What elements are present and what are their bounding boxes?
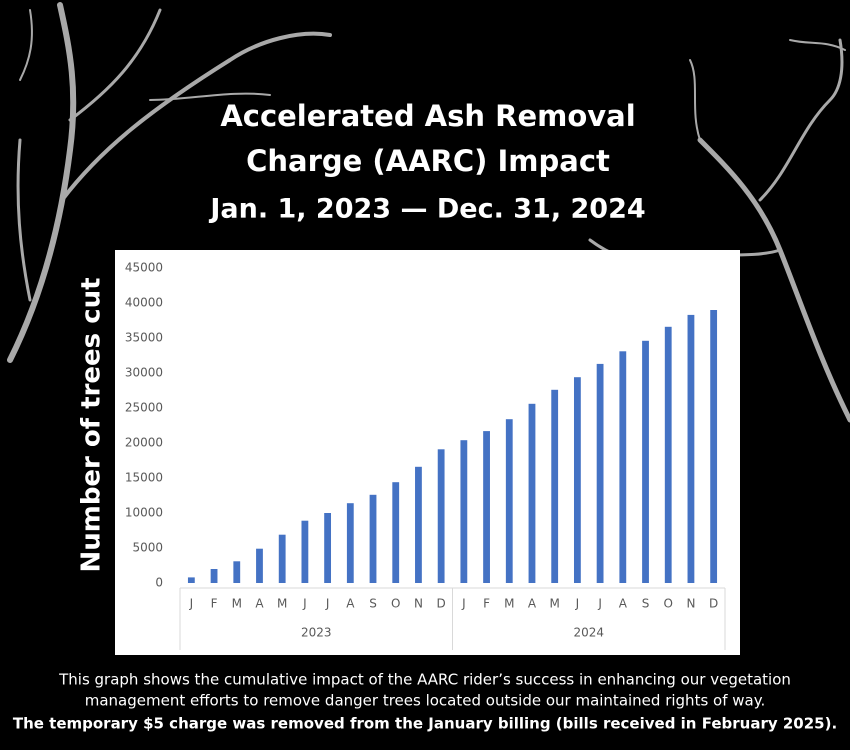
bar xyxy=(211,569,218,583)
bar xyxy=(460,440,467,583)
title-line: Charge (AARC) Impact xyxy=(246,144,610,178)
bar xyxy=(506,419,513,583)
y-tick-label: 30000 xyxy=(125,366,163,380)
y-tick-label: 15000 xyxy=(125,471,163,485)
x-tick-label: F xyxy=(483,597,490,611)
y-tick-label: 5000 xyxy=(132,541,163,555)
bar xyxy=(438,449,445,583)
group-label: 2024 xyxy=(573,626,604,640)
bar xyxy=(665,327,672,583)
note: The temporary $5 charge was removed from… xyxy=(13,715,837,733)
bar xyxy=(529,404,536,583)
x-tick-label: S xyxy=(369,597,377,611)
group-label: 2023 xyxy=(301,626,332,640)
y-tick-label: 20000 xyxy=(125,436,163,450)
bar xyxy=(710,310,717,583)
title-line: Accelerated Ash Removal xyxy=(220,99,635,133)
bar xyxy=(574,377,581,583)
bar xyxy=(551,390,558,583)
x-tick-label: N xyxy=(414,597,423,611)
x-tick-label: A xyxy=(619,597,628,611)
bar xyxy=(642,341,649,583)
x-tick-label: F xyxy=(211,597,218,611)
x-tick-label: A xyxy=(346,597,355,611)
x-tick-label: J xyxy=(575,597,580,611)
bar xyxy=(347,503,354,583)
bar xyxy=(301,521,308,583)
bar xyxy=(370,495,377,583)
x-tick-label: J xyxy=(189,597,194,611)
x-tick-label: J xyxy=(302,597,307,611)
bar xyxy=(619,351,626,583)
caption-line: management efforts to remove danger tree… xyxy=(85,692,765,710)
y-tick-label: 40000 xyxy=(125,296,163,310)
x-tick-label: N xyxy=(686,597,695,611)
y-tick-label: 25000 xyxy=(125,401,163,415)
bar xyxy=(188,577,195,583)
x-tick-label: M xyxy=(550,597,560,611)
caption-line: This graph shows the cumulative impact o… xyxy=(58,671,791,689)
x-tick-label: M xyxy=(277,597,287,611)
bar xyxy=(324,513,331,583)
y-axis-label: Number of trees cut xyxy=(77,277,107,572)
bar xyxy=(279,535,286,583)
x-tick-label: S xyxy=(642,597,650,611)
x-tick-label: D xyxy=(709,597,718,611)
x-tick-label: O xyxy=(664,597,673,611)
y-tick-label: 35000 xyxy=(125,331,163,345)
bar xyxy=(233,561,240,583)
x-tick-label: J xyxy=(461,597,466,611)
bar xyxy=(483,431,490,583)
chart: Accelerated Ash Removal Charge (AARC) Im… xyxy=(0,0,850,750)
x-tick-label: A xyxy=(255,597,264,611)
y-tick-label: 0 xyxy=(155,576,163,590)
bar xyxy=(256,549,263,583)
page: Accelerated Ash Removal Charge (AARC) Im… xyxy=(0,0,850,750)
x-tick-label: J xyxy=(597,597,602,611)
bar xyxy=(415,467,422,583)
x-tick-label: M xyxy=(232,597,242,611)
bar xyxy=(392,482,399,583)
x-tick-label: O xyxy=(391,597,400,611)
x-tick-label: M xyxy=(504,597,514,611)
bar xyxy=(688,315,695,583)
subtitle: Jan. 1, 2023 — Dec. 31, 2024 xyxy=(208,194,645,225)
y-tick-label: 45000 xyxy=(125,261,163,275)
y-tick-label: 10000 xyxy=(125,506,163,520)
x-tick-label: J xyxy=(325,597,330,611)
x-tick-label: A xyxy=(528,597,537,611)
bar xyxy=(597,364,604,583)
x-tick-label: D xyxy=(437,597,446,611)
